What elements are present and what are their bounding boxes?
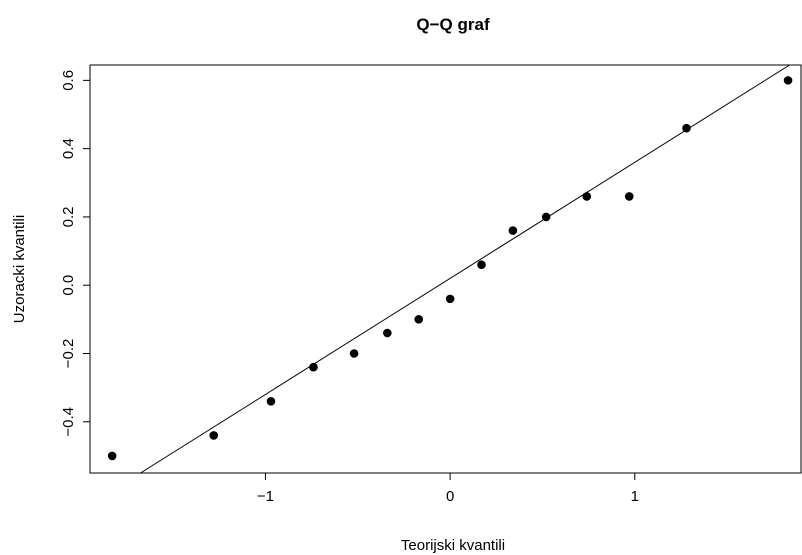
x-tick-label: 0	[446, 488, 454, 505]
data-point	[582, 192, 592, 201]
y-tick-label: −0.4	[60, 407, 77, 437]
y-axis: −0.4 −0.2 0.0 0.2 0.4 0.6	[60, 70, 90, 437]
x-tick-label: 1	[631, 488, 639, 505]
x-axis: −1 0 1	[257, 473, 639, 505]
data-point	[541, 212, 551, 222]
data-point	[209, 431, 219, 440]
data-point	[349, 349, 359, 358]
points-group	[107, 76, 793, 461]
plot-frame	[89, 64, 802, 474]
data-point	[266, 397, 276, 406]
x-tick-label: −1	[257, 488, 274, 505]
data-point	[783, 76, 793, 85]
reference-line	[140, 64, 790, 474]
data-point	[414, 315, 424, 324]
y-tick-label: 0.2	[60, 207, 77, 228]
y-tick-label: 0.6	[60, 70, 77, 91]
reference-line-group	[140, 64, 790, 474]
data-point	[309, 362, 318, 372]
y-axis-label: Uzoracki kvantili	[11, 215, 28, 323]
data-point	[445, 294, 455, 304]
y-tick-label: 0.0	[60, 275, 77, 296]
data-point	[477, 260, 486, 270]
data-point	[682, 123, 691, 133]
data-point	[107, 451, 117, 461]
chart-title: Q−Q graf	[416, 15, 490, 34]
data-point	[383, 328, 392, 338]
data-point	[624, 192, 634, 201]
data-point	[508, 226, 518, 235]
y-tick-label: −0.2	[60, 339, 77, 369]
y-tick-label: 0.4	[60, 138, 77, 159]
x-axis-label: Teorijski kvantili	[401, 537, 505, 554]
